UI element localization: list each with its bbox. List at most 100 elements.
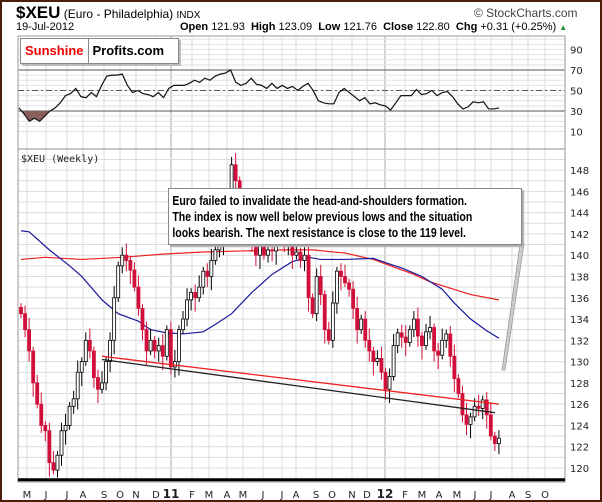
candle-body (112, 297, 117, 341)
price-tick-label: 130 (570, 358, 589, 369)
candle (19, 303, 23, 318)
close-value: 122.80 (416, 21, 450, 33)
candle (355, 296, 360, 344)
candle-body (403, 336, 408, 343)
candle-body (164, 329, 169, 357)
x-tick-label: N (348, 490, 355, 501)
candle-body (480, 399, 485, 409)
candle (132, 262, 137, 292)
candle (395, 328, 400, 354)
price-tick-label: 126 (570, 400, 589, 411)
candle-body (67, 405, 72, 426)
candle-body (193, 292, 198, 299)
candle (75, 360, 80, 410)
candle-body (96, 377, 100, 390)
rsi-line (18, 69, 500, 123)
symbol: $XEU (16, 3, 61, 22)
candle (148, 328, 153, 356)
candle (181, 311, 185, 334)
candle (464, 403, 469, 436)
candle-body (472, 405, 477, 418)
candle (140, 304, 145, 341)
candle (391, 333, 396, 381)
candle-body (294, 251, 299, 256)
price-tick-label: 138 (570, 272, 589, 283)
candle-body (75, 371, 80, 400)
x-tick-label: M (23, 490, 32, 501)
copyright: © StockCharts.com (474, 6, 578, 20)
candle-body (253, 244, 258, 256)
candle (47, 422, 52, 477)
x-tick-label: O (541, 490, 549, 501)
candle (197, 275, 202, 303)
x-tick-label: J (44, 490, 48, 501)
candle-body (132, 269, 137, 288)
quote-bar: Open 121.93 High 123.09 Low 121.76 Close… (180, 21, 567, 33)
candle (322, 290, 327, 344)
candle (201, 266, 206, 295)
candle-body (351, 288, 356, 309)
candle-body (104, 361, 108, 384)
candle (160, 333, 165, 371)
candle (314, 268, 319, 322)
x-tick-label: D (363, 490, 371, 501)
low-value: 121.76 (343, 21, 377, 33)
rsi-tick-label: 50 (570, 87, 583, 98)
candle-body (363, 318, 368, 341)
candle-body (387, 376, 392, 390)
candle (189, 288, 194, 311)
candle (351, 281, 356, 320)
candle (144, 321, 149, 365)
candle (415, 307, 420, 347)
x-tick-label: A (509, 490, 516, 501)
candle-body (185, 299, 189, 320)
ma-long-line (20, 249, 500, 301)
candle-body (484, 399, 489, 416)
candle (399, 324, 404, 348)
candle-body (108, 339, 112, 363)
candle-body (371, 350, 376, 362)
candle-body (298, 251, 303, 261)
logo-profits: Profits.com (92, 43, 165, 58)
candle (172, 349, 177, 378)
candle (63, 413, 68, 445)
annotation-line: Euro failed to invalidate the head-and-s… (172, 194, 467, 208)
candle (92, 346, 96, 389)
x-tick-label: J (489, 490, 493, 501)
candle-body (375, 358, 380, 362)
candle-body (456, 378, 461, 394)
x-tick-label: A (80, 490, 87, 501)
candle-body (436, 350, 441, 356)
price-panel-label: $XEU (Weekly) (21, 154, 99, 165)
candle-body (59, 430, 64, 456)
candle-body (47, 430, 52, 464)
candle (403, 325, 408, 357)
x-tick-label: O (328, 490, 336, 501)
candle-body (83, 339, 88, 363)
candle-body (355, 307, 360, 331)
x-tick-label: S (525, 490, 531, 501)
candle-body (359, 318, 364, 331)
candle-body (31, 350, 36, 384)
candle (460, 385, 465, 423)
candle-body (197, 286, 202, 299)
candle (411, 311, 416, 338)
candle-body (144, 329, 149, 352)
candle-body (310, 297, 315, 315)
candle (339, 263, 343, 291)
candle-body (63, 425, 68, 432)
candle (440, 328, 445, 360)
high-label: High (250, 21, 276, 33)
chg-label: Chg (455, 21, 478, 33)
candle-body (440, 339, 445, 356)
candle (452, 344, 457, 393)
candle-body (120, 254, 125, 267)
candle (51, 450, 56, 475)
price-tick-label: 120 (570, 464, 589, 475)
x-tick-label: O (116, 490, 124, 501)
candle (83, 332, 88, 366)
price-tick-label: 146 (570, 187, 589, 198)
candle (302, 247, 307, 272)
candle-body (330, 302, 335, 341)
